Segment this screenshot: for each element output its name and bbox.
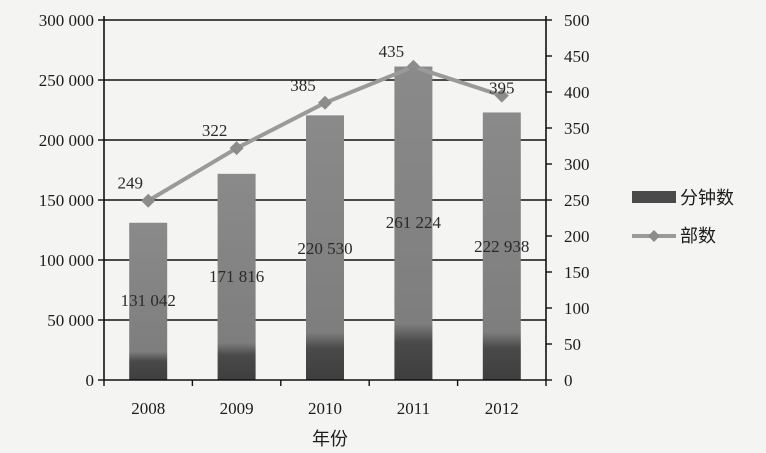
left-tick-label: 0 [86, 371, 95, 390]
x-tick-label: 2011 [397, 399, 430, 418]
left-tick-label: 50 000 [47, 311, 94, 330]
line-marker [229, 141, 244, 156]
legend: 分钟数 部数 [632, 188, 734, 247]
line-marker [494, 88, 509, 103]
bar-data-label: 222 938 [474, 237, 529, 256]
x-tick-label: 2010 [308, 399, 342, 418]
right-tick-label: 200 [564, 227, 590, 246]
right-tick-label: 250 [564, 191, 590, 210]
bar-data-label: 171 816 [209, 267, 264, 286]
right-tick-label: 500 [564, 11, 590, 30]
right-tick-label: 450 [564, 47, 590, 66]
x-axis-title: 年份 [312, 429, 348, 450]
x-tick-label: 2012 [485, 399, 519, 418]
line-data-label: 385 [290, 76, 316, 95]
bar [129, 222, 168, 380]
line-marker [318, 95, 332, 110]
left-tick-label: 100 000 [39, 251, 94, 270]
right-tick-label: 100 [564, 299, 590, 318]
bar [306, 115, 344, 380]
left-tick-label: 150 000 [39, 191, 94, 210]
line-data-labels: 249 322 385 435 395 [117, 42, 514, 193]
line-data-label: 249 [117, 174, 143, 193]
left-axis-ticks: 0 50 000 100 000 150 000 200 000 250 000 300 0… [39, 11, 104, 390]
bar-data-label: 220 530 [297, 239, 352, 258]
bar-series [129, 66, 521, 381]
legend-line-label: 部数 [680, 226, 716, 247]
right-tick-label: 0 [564, 371, 573, 390]
x-tick-label: 2009 [220, 399, 254, 418]
bar-data-label: 261 224 [386, 213, 442, 232]
bar [217, 173, 256, 380]
legend-line-marker [648, 230, 660, 242]
bar [394, 66, 433, 381]
right-tick-label: 50 [564, 335, 581, 354]
line-marker [406, 59, 421, 74]
left-tick-label: 250 000 [39, 71, 94, 90]
right-tick-label: 400 [564, 83, 590, 102]
right-axis-ticks: 0 50 100 150 200 250 300 350 400 450 500 [546, 11, 590, 390]
bar-data-labels: 131 042 171 816 220 530 261 224 222 938 [121, 213, 530, 310]
line-series [141, 59, 509, 208]
line-data-label: 395 [489, 79, 515, 98]
legend-bar-swatch [632, 191, 676, 203]
bar-data-label: 131 042 [121, 291, 176, 310]
left-tick-label: 300 000 [39, 11, 94, 30]
line-data-label: 435 [379, 42, 405, 61]
right-tick-label: 300 [564, 155, 590, 174]
right-tick-label: 350 [564, 119, 590, 138]
line-marker [141, 193, 156, 208]
x-tick-label: 2008 [131, 399, 165, 418]
legend-bar-label: 分钟数 [680, 188, 734, 209]
line-data-label: 322 [202, 121, 228, 140]
right-tick-label: 150 [564, 263, 590, 282]
left-tick-label: 200 000 [39, 131, 94, 150]
bar [482, 112, 521, 381]
x-axis-ticks: 2008 2009 2010 2011 2012 [103, 380, 547, 418]
